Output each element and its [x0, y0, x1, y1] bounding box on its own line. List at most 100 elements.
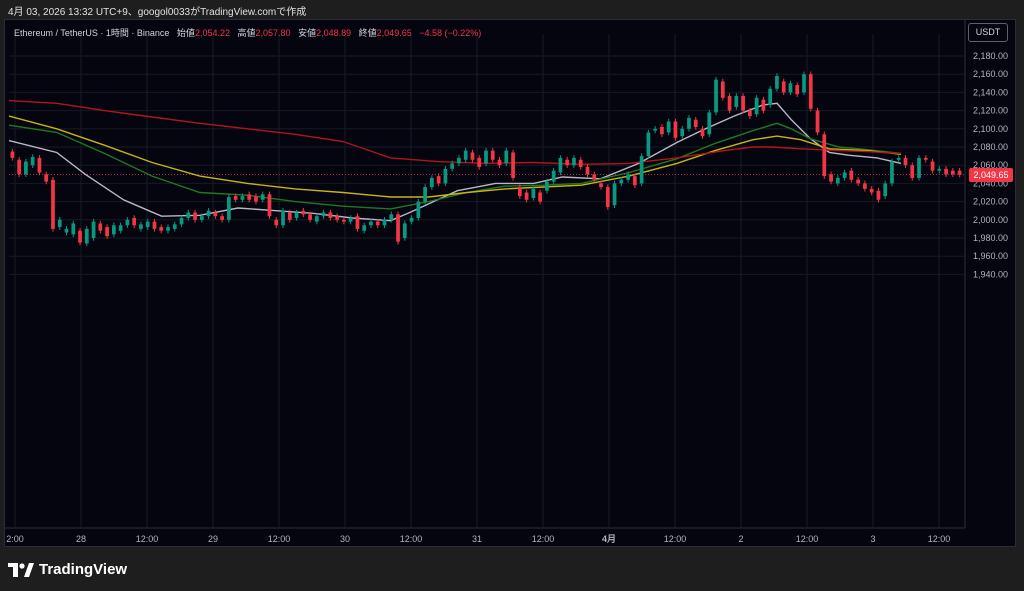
candle-body — [362, 225, 367, 231]
candle-body — [517, 187, 522, 197]
candle-body — [572, 157, 576, 166]
candle-body — [829, 174, 833, 182]
candle-body — [10, 151, 15, 158]
candle-body — [551, 170, 556, 182]
symbol-legend: Ethereum / TetherUS · 1時間 · Binance 始値2,… — [14, 26, 481, 39]
candle-body — [876, 190, 881, 200]
high-value: 2,057.80 — [255, 28, 291, 38]
moving-average-line — [8, 122, 902, 210]
y-tick-label: 2,020.00 — [973, 197, 1008, 207]
y-tick-label: 2,100.00 — [973, 124, 1008, 134]
candle-body — [869, 188, 874, 193]
candle-body — [301, 210, 306, 215]
candle-body — [240, 196, 245, 200]
candle-body — [125, 219, 130, 226]
candle-body — [605, 187, 610, 208]
snapshot-caption: 4月 03, 2026 13:32 UTC+9、googol0033がTradi… — [8, 7, 307, 18]
candle-body — [626, 174, 630, 180]
candle-body — [24, 161, 28, 175]
currency-button[interactable]: USDT — [968, 23, 1008, 42]
candle-body — [423, 187, 427, 202]
candle-body — [443, 168, 448, 184]
candle-body — [436, 176, 441, 184]
candle-body — [314, 216, 319, 222]
candle-body — [592, 174, 597, 180]
candle-body — [267, 194, 272, 217]
candle-body — [193, 212, 197, 220]
y-tick-label: 1,980.00 — [973, 233, 1008, 243]
candle-body — [856, 179, 860, 184]
price-chart[interactable]: 2,180.00 2,160.00 2,140.00 2,120.00 2,100.00… — [5, 20, 1015, 546]
candle-body — [538, 192, 542, 202]
candle-body — [632, 176, 637, 186]
candle-body — [152, 221, 157, 229]
candle-body — [646, 132, 651, 157]
candle-body — [802, 74, 806, 93]
candle-body — [944, 168, 948, 175]
candle-body — [348, 217, 353, 222]
x-tick-label: 2 — [738, 534, 743, 544]
candle-body — [835, 177, 840, 184]
candle-body — [754, 97, 759, 115]
candle-body — [369, 221, 373, 226]
candle-body — [321, 212, 326, 217]
candle-body — [227, 197, 231, 220]
candle-body — [179, 217, 184, 225]
candle-body — [281, 210, 285, 226]
candle-body — [727, 96, 732, 111]
low-label: 安値 — [298, 28, 317, 38]
candle-body — [619, 179, 624, 184]
chart-pane[interactable]: 2,180.00 2,160.00 2,140.00 2,120.00 2,100.00… — [4, 19, 1016, 547]
candle-body — [950, 170, 955, 175]
candle-body — [233, 196, 238, 200]
candle-body — [186, 212, 191, 218]
candle-body — [355, 216, 360, 229]
candle-body — [741, 96, 745, 111]
low-value: 2,048.89 — [316, 28, 352, 38]
candle-body — [680, 128, 685, 137]
chart-background — [5, 20, 1015, 546]
candle-body — [700, 128, 705, 137]
moving-average-line — [8, 115, 902, 198]
x-tick-label: 12:00 — [664, 534, 687, 544]
candle-body — [112, 225, 116, 235]
candle-body — [842, 172, 847, 178]
candle-body — [693, 119, 698, 127]
y-tick-label: 2,180.00 — [973, 51, 1008, 61]
candle-body — [105, 227, 109, 237]
candle-body — [531, 188, 536, 198]
candle-body — [808, 74, 813, 109]
x-tick-label: 28 — [76, 534, 86, 544]
candle-body — [57, 219, 62, 228]
candle-body — [775, 76, 779, 89]
change-value: −4.58 (−0.22%) — [419, 28, 482, 38]
candle-body — [172, 224, 177, 229]
candle-body — [37, 157, 42, 173]
x-tick-label: 12:00 — [400, 534, 423, 544]
candle-body — [294, 212, 299, 218]
candle-body — [883, 183, 888, 197]
x-tick-label: 4月 — [602, 534, 616, 544]
candle-body — [44, 174, 49, 182]
candle-body — [260, 194, 265, 200]
candle-body — [71, 223, 76, 235]
candle-body — [139, 224, 143, 229]
candle-body — [768, 88, 773, 106]
candle-body — [639, 156, 644, 184]
candle-body — [470, 152, 475, 160]
candle-body — [714, 79, 718, 113]
last-price-tag: 2,049.65 — [969, 167, 1013, 182]
candle-body — [389, 214, 394, 220]
y-tick-label: 1,940.00 — [973, 269, 1008, 279]
candle-body — [815, 110, 820, 133]
candle-body — [903, 157, 908, 166]
tradingview-logo[interactable]: TradingView — [8, 561, 127, 578]
candle-body — [707, 112, 712, 135]
candle-body — [328, 212, 333, 218]
candle-body — [220, 216, 224, 220]
candle-body — [308, 214, 312, 220]
candle-body — [863, 183, 867, 189]
candle-body — [51, 179, 55, 229]
candle-body — [599, 183, 603, 188]
symbol-title[interactable]: Ethereum / TetherUS · 1時間 · Binance — [14, 28, 170, 38]
